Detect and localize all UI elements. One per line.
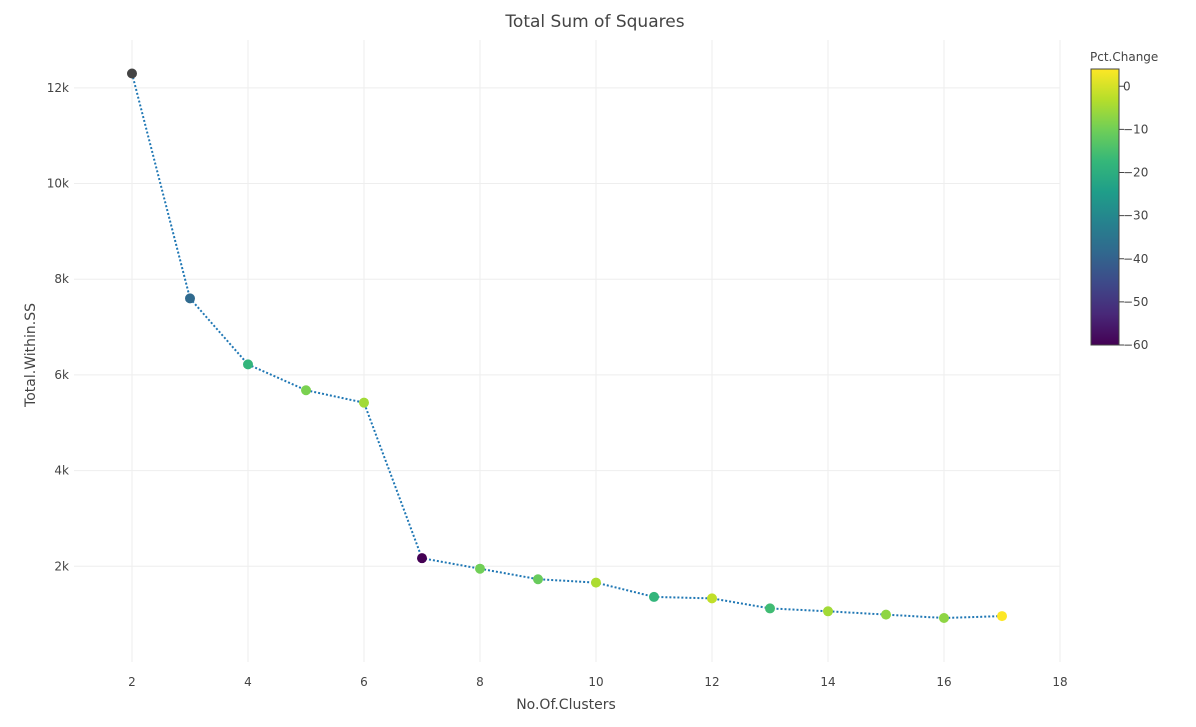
chart-title: Total Sum of Squares <box>504 12 684 32</box>
axis-layer: 2 4 6 8 10 12 14 16 18 2k 4k 6k 8k 10k 12k <box>47 81 1068 689</box>
data-point <box>881 609 891 620</box>
data-point <box>185 293 195 304</box>
data-point <box>765 603 775 614</box>
colorbar-tick-label: −20 <box>1123 166 1148 180</box>
y-tick-label: 8k <box>54 272 69 286</box>
colorbar-tick-label: −10 <box>1123 122 1148 136</box>
series-layer <box>127 68 1007 623</box>
data-point <box>823 606 833 617</box>
x-axis-title: No.Of.Clusters <box>516 697 616 713</box>
x-tick-label: 12 <box>704 675 719 689</box>
x-tick-label: 16 <box>936 675 951 689</box>
colorbar-tick-label: 0 <box>1123 79 1131 93</box>
x-tick-label: 2 <box>128 675 136 689</box>
data-point <box>359 397 369 408</box>
data-point <box>417 553 427 564</box>
x-tick-label: 4 <box>244 675 252 689</box>
data-point <box>939 612 949 623</box>
data-point <box>649 591 659 602</box>
data-point <box>475 563 485 574</box>
data-point <box>127 68 137 79</box>
colorbar-gradient <box>1090 68 1120 346</box>
grid-layer <box>74 40 1061 662</box>
y-axis-title: Total.Within.SS <box>23 303 39 408</box>
data-point <box>997 611 1007 622</box>
data-point <box>591 577 601 588</box>
series-line <box>131 73 1003 620</box>
x-tick-label: 14 <box>820 675 835 689</box>
colorbar-tick-label: −30 <box>1123 209 1148 223</box>
y-tick-label: 10k <box>47 177 69 191</box>
colorbar: Pct.Change 0 −10 −20 −30 −40 −50 −60 <box>1090 50 1158 352</box>
y-tick-label: 4k <box>54 464 69 478</box>
colorbar-tick-label: −60 <box>1123 338 1148 352</box>
data-point <box>301 385 311 396</box>
y-tick-label: 2k <box>54 559 69 573</box>
y-tick-label: 6k <box>54 368 69 382</box>
x-tick-label: 8 <box>476 675 484 689</box>
colorbar-title: Pct.Change <box>1090 50 1158 64</box>
colorbar-tick-label: −50 <box>1123 295 1148 309</box>
y-tick-label: 12k <box>47 81 69 95</box>
x-tick-label: 6 <box>360 675 368 689</box>
colorbar-tick-label: −40 <box>1123 252 1148 266</box>
data-point <box>243 359 253 370</box>
data-point <box>533 574 543 585</box>
x-tick-label: 18 <box>1052 675 1067 689</box>
x-tick-label: 10 <box>588 675 603 689</box>
data-point <box>707 593 717 604</box>
